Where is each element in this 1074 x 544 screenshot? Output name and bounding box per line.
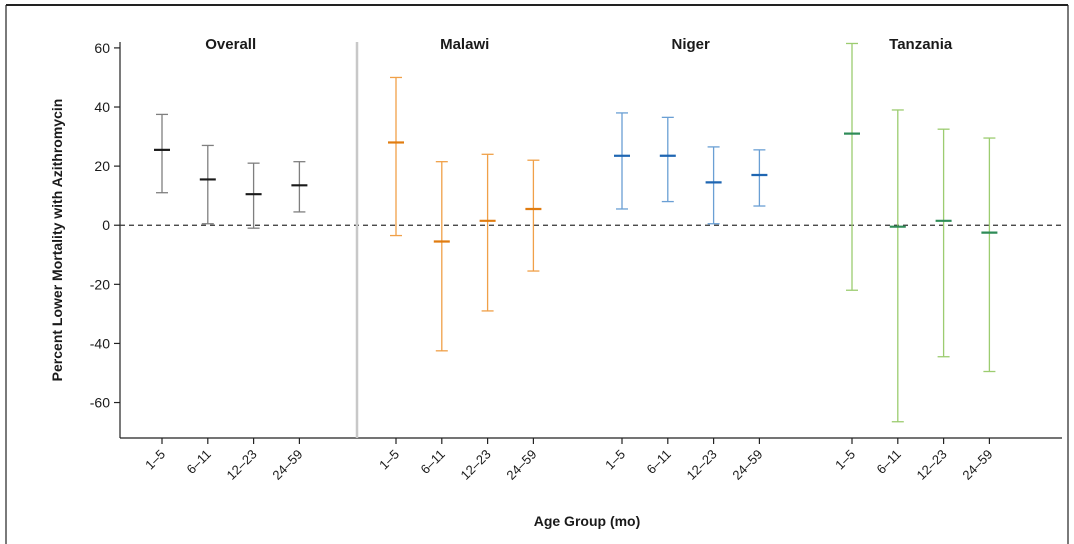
axes-layer [119,42,1062,439]
x-tick-label: 1–5 [142,447,168,473]
error-bar-layer [154,42,998,423]
error-bar [154,113,170,194]
error-bar [889,109,906,423]
x-tick-label: 12–23 [914,447,950,483]
x-tick-label: 6–11 [184,447,214,477]
y-tick-label: 0 [102,217,110,233]
error-bar [388,76,404,237]
group-title: Malawi [440,36,489,53]
x-tick-label: 1–5 [376,447,402,473]
error-bar [705,146,722,225]
x-tick-label: 12–23 [458,447,494,483]
x-tick-label: 6–11 [418,447,448,477]
y-tick-label: -60 [90,395,110,411]
error-bar [245,162,262,229]
x-tick-label: 6–11 [644,447,674,477]
x-tick-label: 1–5 [832,447,858,473]
x-tick-label-layer: 1–5 6–11 12–23 24–59 1–5 6–11 12–23 24–59 1–5 6–1… [142,438,996,483]
x-tick-label: 6–11 [874,447,904,477]
y-tick-label: -20 [90,276,110,292]
error-bar [291,161,308,213]
x-tick-label: 12–23 [224,447,260,483]
y-tick-label: -40 [90,335,110,351]
error-bar [659,116,676,203]
group-title: Overall [205,36,256,53]
group-title: Niger [672,36,711,53]
error-bar [751,149,768,207]
x-tick-label: 24–59 [503,447,539,483]
error-bar [479,153,496,312]
error-bar [844,42,860,291]
error-bar [935,128,952,358]
x-tick-label: 24–59 [269,447,305,483]
y-tick-label: 60 [94,40,110,56]
y-axis-label: Percent Lower Mortality with Azithromyci… [49,99,65,382]
y-tick-layer: 60 40 20 0 -20 -40 -60 [90,40,120,411]
error-bar [525,159,542,272]
error-bar [433,161,450,352]
x-tick-label: 12–23 [684,447,720,483]
x-axis-label: Age Group (mo) [534,513,641,529]
group-title: Tanzania [889,36,953,53]
error-bar [981,137,998,373]
y-tick-label: 40 [94,99,110,115]
error-bar [199,144,216,225]
error-bar [614,112,630,210]
x-tick-label: 24–59 [729,447,765,483]
x-tick-label: 24–59 [959,447,995,483]
x-tick-label: 1–5 [602,447,628,473]
y-tick-label: 20 [94,158,110,174]
group-title-layer: Overall Malawi Niger Tanzania [205,36,953,53]
